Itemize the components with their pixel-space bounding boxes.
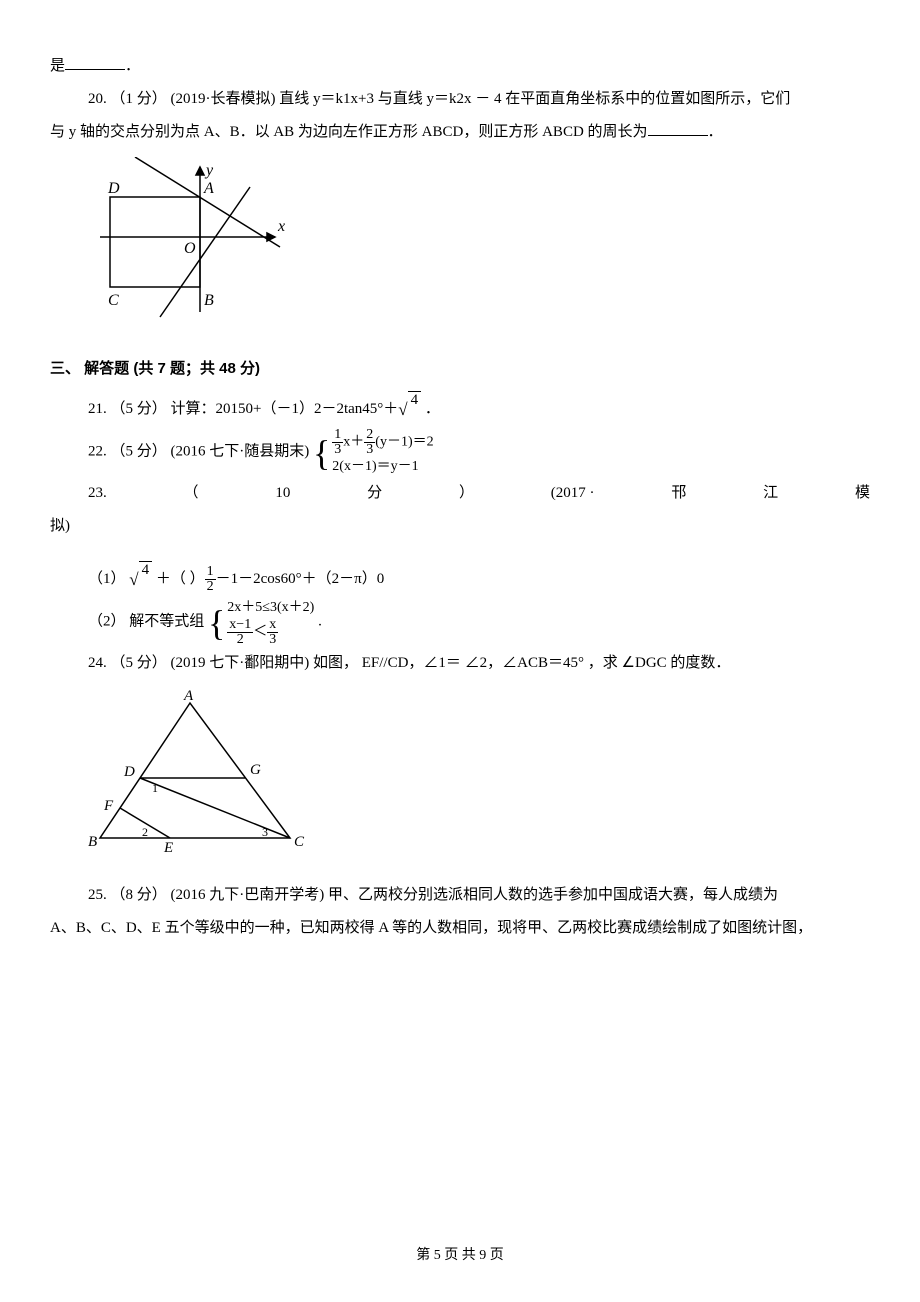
q23-ineq1: 2x＋5≤3(x＋2) xyxy=(227,598,314,618)
lbl-C: C xyxy=(108,292,119,309)
q23-frac: 12 xyxy=(205,565,216,594)
lbl-A: A xyxy=(203,180,214,197)
q20-l2-pre: 与 y 轴的交点分别为点 A、B．以 AB 为边向左作正方形 ABCD，则正方形… xyxy=(50,124,648,140)
q21-post: ． xyxy=(421,401,440,417)
q22-eq1: 13x＋23(y－1)＝2 xyxy=(332,428,433,457)
q20-l2-end: ． xyxy=(708,124,723,140)
lbl-y: y xyxy=(204,162,214,179)
q22-eq2: 2(x－1)＝y－1 xyxy=(332,457,433,477)
q21-pre: 21. （5 分） 计算：20150+（－1）2－2tan45°＋ xyxy=(88,401,398,417)
page-footer: 第 5 页 共 9 页 xyxy=(0,1241,920,1272)
q22: 22. （5 分） (2016 七下·随县期末) { 13x＋23(y－1)＝2… xyxy=(50,428,870,477)
q20-figure: D A C B O x y xyxy=(80,157,870,340)
svg-text:E: E xyxy=(163,840,173,856)
q20-blank xyxy=(648,122,708,136)
svg-text:3: 3 xyxy=(262,825,268,839)
q24: 24. （5 分） (2019 七下·鄱阳期中) 如图， EF//CD，∠1＝ … xyxy=(50,647,870,680)
q23-sub2: （2） 解不等式组 { 2x＋5≤3(x＋2) x−12＜x3 . xyxy=(50,598,870,647)
q19-text: 是 xyxy=(50,58,65,74)
q25-l2: A、B、C、D、E 五个等级中的一种，已知两校得 A 等的人数相同，现将甲、乙两… xyxy=(50,912,870,945)
svg-text:F: F xyxy=(103,798,114,814)
svg-text:C: C xyxy=(294,834,305,850)
svg-text:2: 2 xyxy=(142,825,148,839)
q20-line1: 20. （1 分） (2019·长春模拟) 直线 y＝k1x+3 与直线 y＝k… xyxy=(50,83,870,116)
q23-sqrt: √4 xyxy=(129,561,152,598)
q21-sqrt: √4 xyxy=(398,391,421,428)
q23-line2: 拟) xyxy=(50,510,870,543)
lbl-x: x xyxy=(277,218,285,235)
q19-end: ． xyxy=(125,58,140,74)
q20-line2: 与 y 轴的交点分别为点 A、B．以 AB 为边向左作正方形 ABCD，则正方形… xyxy=(50,116,870,149)
q24-figure: A B C D G F E 1 2 3 xyxy=(80,688,870,871)
q22-system: { 13x＋23(y－1)＝2 2(x－1)＝y－1 xyxy=(313,428,434,477)
svg-text:B: B xyxy=(88,834,97,850)
q23-sub1: （1） √4 ＋（ ）12－1－2cos60°＋（2－π）0 xyxy=(50,561,870,598)
svg-text:D: D xyxy=(123,764,135,780)
svg-text:1: 1 xyxy=(152,781,158,795)
q19-blank xyxy=(65,56,125,70)
q22-pre: 22. （5 分） (2016 七下·随县期末) xyxy=(88,444,313,460)
q21: 21. （5 分） 计算：20150+（－1）2－2tan45°＋√4 ． xyxy=(50,391,870,428)
q23-ineq2: x−12＜x3 xyxy=(227,618,314,647)
lbl-O: O xyxy=(184,240,196,257)
q23-system: { 2x＋5≤3(x＋2) x−12＜x3 xyxy=(208,598,314,647)
lbl-D: D xyxy=(107,180,120,197)
svg-text:G: G xyxy=(250,762,261,778)
lbl-B: B xyxy=(204,292,214,309)
q19-tail: 是． xyxy=(50,50,870,83)
q23-line1: 23. （ 10 分 ） (2017 · 邗 江 模 xyxy=(50,477,870,510)
section3-title: 三、 解答题 (共 7 题；共 48 分) xyxy=(50,352,870,385)
q25-l1: 25. （8 分） (2016 九下·巴南开学考) 甲、乙两校分别选派相同人数的… xyxy=(50,879,870,912)
svg-text:A: A xyxy=(183,688,194,704)
